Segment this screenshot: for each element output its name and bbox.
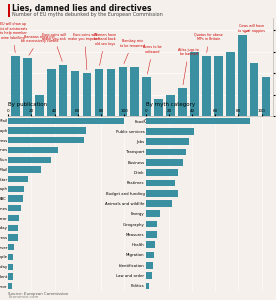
Text: Lies, damned lies and directives: Lies, damned lies and directives	[12, 4, 152, 13]
Bar	[95, 69, 103, 116]
Bar	[8, 195, 23, 202]
Text: By myth category: By myth category	[146, 102, 195, 107]
Bar	[8, 263, 13, 270]
Bar	[8, 205, 21, 212]
Bar	[23, 58, 32, 116]
Bar	[8, 234, 18, 241]
Bar	[146, 241, 155, 248]
Bar	[146, 179, 175, 186]
Bar	[142, 77, 151, 116]
Bar	[8, 273, 13, 280]
Bar	[8, 4, 10, 17]
Bar	[8, 176, 28, 182]
Bar	[35, 94, 44, 116]
Bar	[146, 262, 153, 268]
Bar	[8, 128, 86, 134]
Bar	[166, 94, 175, 116]
Bar	[146, 283, 149, 289]
Bar	[47, 69, 55, 116]
Bar	[250, 62, 258, 116]
Text: Acres to be
outlawed: Acres to be outlawed	[143, 46, 162, 74]
Bar	[154, 99, 163, 116]
Bar	[8, 157, 51, 163]
Bar	[8, 147, 58, 153]
Bar	[190, 52, 199, 116]
Bar	[146, 252, 154, 258]
Bar	[262, 77, 270, 116]
Bar	[214, 56, 223, 116]
Bar	[146, 200, 172, 207]
Bar	[71, 71, 79, 116]
Text: Quotas for obese
MPs in Britain: Quotas for obese MPs in Britain	[194, 33, 223, 53]
Text: Source: European Commission: Source: European Commission	[8, 292, 68, 295]
Bar	[8, 186, 25, 192]
Bar	[8, 166, 41, 172]
Text: Bananas must not
be excessively curved: Bananas must not be excessively curved	[21, 35, 58, 55]
Bar	[107, 69, 115, 116]
Text: Cows will have
to wear nappies: Cows will have to wear nappies	[238, 24, 265, 33]
Bar	[8, 254, 13, 260]
Bar	[146, 210, 160, 217]
Bar	[8, 225, 18, 231]
Bar	[238, 35, 246, 116]
Bar	[146, 221, 157, 227]
Bar	[8, 215, 19, 221]
Bar	[178, 88, 187, 116]
Bar	[202, 56, 211, 116]
Bar	[11, 56, 20, 116]
Text: Atlas jugs to
be banned: Atlas jugs to be banned	[178, 48, 199, 85]
Text: Economist.com: Economist.com	[8, 295, 39, 298]
Bar	[226, 52, 235, 116]
Bar	[83, 73, 91, 116]
Text: Euro coins will
make you impotent: Euro coins will make you impotent	[68, 33, 101, 70]
Bar	[8, 244, 14, 250]
Bar	[146, 190, 178, 196]
Text: Number of EU myths debunked by the European Commission: Number of EU myths debunked by the Europ…	[12, 12, 163, 17]
Bar	[146, 118, 250, 124]
Bar	[146, 272, 152, 279]
Bar	[8, 283, 12, 289]
Text: EU will draw up
list of aristocrats
to help member
wine labelling: EU will draw up list of aristocrats to h…	[0, 22, 27, 53]
Bar	[119, 67, 127, 116]
Text: By publication: By publication	[8, 102, 47, 107]
Bar	[8, 137, 84, 143]
Bar	[146, 159, 183, 166]
Bar	[59, 65, 67, 116]
Bar	[146, 148, 186, 155]
Text: Bombay mix
to be renamed: Bombay mix to be renamed	[120, 39, 145, 64]
Bar	[146, 128, 195, 135]
Bar	[8, 118, 124, 124]
Bar	[146, 138, 189, 145]
Bar	[146, 231, 157, 238]
Text: Women have
to hand back
old sex toys: Women have to hand back old sex toys	[94, 33, 116, 66]
Bar	[146, 169, 178, 176]
Bar	[131, 67, 139, 116]
Text: Euro coins will
make you sick: Euro coins will make you sick	[42, 33, 66, 62]
